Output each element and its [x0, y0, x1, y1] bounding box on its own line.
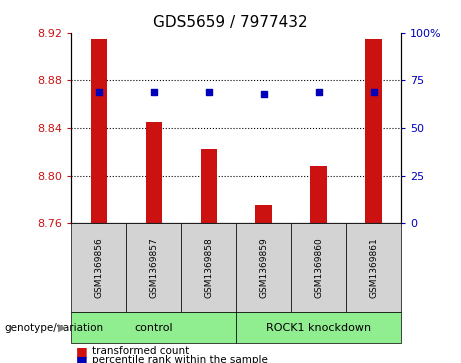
- Bar: [255, 205, 272, 223]
- Text: GDS5659 / 7977432: GDS5659 / 7977432: [153, 15, 308, 29]
- Text: ■: ■: [76, 345, 88, 358]
- Text: GSM1369858: GSM1369858: [204, 237, 213, 298]
- Text: GSM1369859: GSM1369859: [259, 237, 268, 298]
- Text: ROCK1 knockdown: ROCK1 knockdown: [266, 323, 371, 333]
- Text: genotype/variation: genotype/variation: [5, 323, 104, 333]
- Text: transformed count: transformed count: [92, 346, 189, 356]
- Text: ▶: ▶: [59, 323, 67, 333]
- Text: control: control: [135, 323, 173, 333]
- Point: [205, 89, 213, 95]
- Point: [260, 91, 267, 97]
- Text: GSM1369860: GSM1369860: [314, 237, 323, 298]
- Text: GSM1369856: GSM1369856: [95, 237, 103, 298]
- Point: [370, 89, 377, 95]
- Bar: [201, 150, 217, 223]
- Text: GSM1369857: GSM1369857: [149, 237, 159, 298]
- Text: GSM1369861: GSM1369861: [369, 237, 378, 298]
- Bar: [366, 38, 382, 223]
- Bar: [310, 166, 327, 223]
- Text: ■: ■: [76, 354, 88, 363]
- Text: percentile rank within the sample: percentile rank within the sample: [92, 355, 268, 363]
- Point: [95, 89, 103, 95]
- Bar: [91, 38, 107, 223]
- Point: [315, 89, 322, 95]
- Point: [150, 89, 158, 95]
- Bar: [146, 122, 162, 223]
